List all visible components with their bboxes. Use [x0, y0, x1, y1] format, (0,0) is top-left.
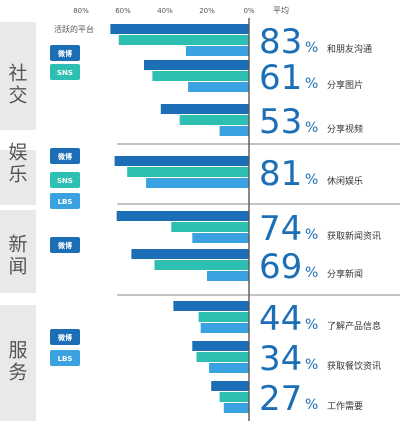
bar-lbs	[146, 178, 249, 188]
category-label: 新	[8, 234, 27, 256]
platform-badge	[50, 193, 80, 209]
platform-badge	[50, 172, 80, 188]
average-percent-sign: %	[305, 317, 318, 333]
platform-badge-label: 微博	[57, 49, 72, 58]
bar-lbs	[188, 82, 249, 92]
bar-weibo	[114, 156, 249, 166]
average-value: 69	[259, 247, 302, 287]
bar-weibo	[110, 24, 250, 34]
average-value: 81	[259, 154, 302, 194]
average-percent-sign: %	[305, 172, 318, 188]
category-background	[0, 305, 36, 421]
platform-badge	[50, 237, 80, 253]
bar-weibo	[192, 341, 249, 351]
category-label: 娱	[8, 142, 27, 164]
average-value: 61	[259, 58, 302, 98]
category-label: 闻	[8, 256, 27, 278]
item-label: 了解产品信息	[327, 320, 381, 332]
average-value: 34	[259, 339, 302, 379]
x-tick-label: 80%	[73, 7, 89, 15]
category-background	[0, 22, 36, 130]
average-percent-sign: %	[305, 76, 318, 92]
average-percent-sign: %	[305, 40, 318, 56]
category-label: 乐	[8, 164, 27, 186]
bar-weibo	[144, 60, 249, 70]
platform-header-label: 活跃的平台	[54, 24, 94, 34]
bar-sns	[179, 115, 249, 125]
item-label: 工作需要	[327, 400, 363, 412]
platform-badge	[50, 329, 80, 345]
average-percent-sign: %	[305, 120, 318, 136]
bar-sns	[127, 167, 249, 177]
bar-lbs	[219, 126, 249, 136]
item-label: 分享新闻	[327, 268, 363, 280]
bar-lbs	[186, 46, 249, 56]
platform-badge-label: SNS	[57, 69, 73, 77]
bar-sns	[198, 312, 249, 322]
platform-badge	[50, 64, 80, 80]
bar-weibo	[116, 211, 249, 221]
average-value: 44	[259, 299, 302, 339]
platform-badge-label: LBS	[58, 355, 73, 363]
category-label: 社	[8, 63, 27, 85]
item-label: 分享图片	[327, 79, 363, 91]
platform-badge-label: SNS	[57, 177, 73, 185]
bar-weibo	[160, 104, 249, 114]
average-value: 27	[259, 379, 302, 419]
category-label: 务	[8, 362, 27, 384]
average-value: 74	[259, 209, 302, 249]
x-tick-label: 60%	[115, 7, 131, 15]
platform-badge-label: LBS	[58, 198, 73, 206]
average-percent-sign: %	[305, 397, 318, 413]
bar-lbs	[200, 323, 249, 333]
bar-sns	[152, 71, 249, 81]
average-percent-sign: %	[305, 357, 318, 373]
category-label: 交	[8, 85, 27, 107]
platform-badge	[50, 45, 80, 61]
item-label: 休闲娱乐	[327, 175, 363, 187]
avg-header-label: 平均	[273, 5, 289, 15]
x-tick-label: 0%	[243, 7, 254, 15]
item-label: 和朋友沟通	[327, 43, 372, 55]
item-label: 获取餐饮资讯	[327, 360, 381, 372]
platform-badge-label: 微博	[57, 152, 72, 161]
bar-lbs	[223, 403, 249, 413]
bar-lbs	[209, 363, 249, 373]
bar-sns	[154, 260, 249, 270]
bar-sns	[219, 392, 249, 402]
average-value: 83	[259, 22, 302, 62]
bar-lbs	[192, 233, 249, 243]
platform-badge-label: 微博	[57, 241, 72, 250]
item-label: 获取新闻资讯	[327, 230, 381, 242]
category-label: 服	[8, 340, 27, 362]
average-percent-sign: %	[305, 265, 318, 281]
average-percent-sign: %	[305, 227, 318, 243]
category-background	[0, 210, 36, 293]
bar-sns	[118, 35, 249, 45]
platform-badge	[50, 350, 80, 366]
item-label: 分享视频	[327, 123, 363, 135]
x-tick-label: 20%	[199, 7, 215, 15]
bar-sns	[171, 222, 249, 232]
bar-weibo	[131, 249, 249, 259]
average-value: 53	[259, 102, 302, 142]
category-background	[0, 150, 36, 205]
x-tick-label: 40%	[157, 7, 173, 15]
bar-sns	[196, 352, 249, 362]
bar-weibo	[211, 381, 249, 391]
platform-badge-label: 微博	[57, 333, 72, 342]
platform-badge	[50, 148, 80, 164]
bar-weibo	[173, 301, 249, 311]
bar-lbs	[207, 271, 249, 281]
